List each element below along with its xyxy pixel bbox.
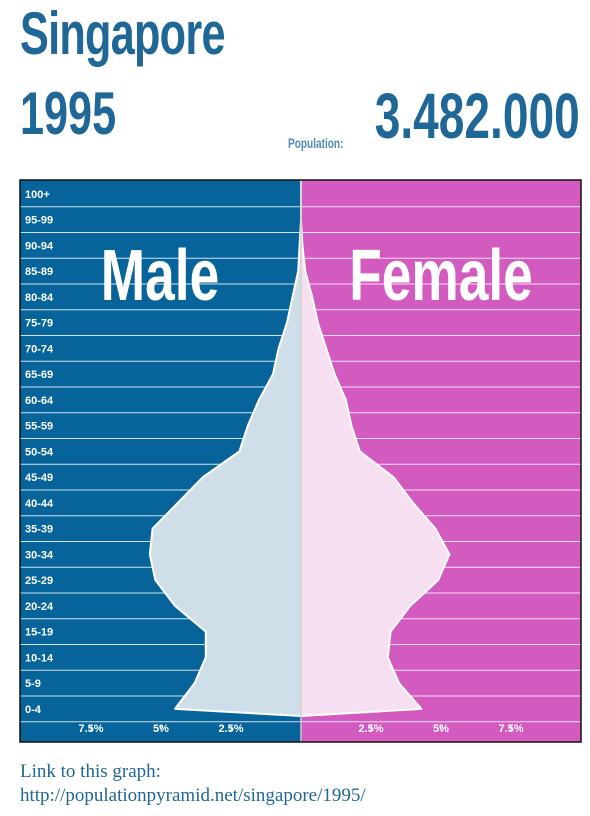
female-x-tick-label: 5% bbox=[433, 723, 449, 735]
age-group-label: 55-59 bbox=[25, 421, 53, 433]
male-series-area bbox=[148, 180, 302, 717]
age-group-label: 70-74 bbox=[25, 343, 54, 355]
age-group-label: 95-99 bbox=[25, 215, 53, 227]
age-group-label: 90-94 bbox=[25, 240, 54, 252]
female-label: Female bbox=[349, 236, 533, 316]
age-group-label: 80-84 bbox=[25, 292, 54, 304]
link-label: Link to this graph: bbox=[20, 761, 161, 782]
age-group-label: 100+ bbox=[25, 189, 50, 201]
male-x-tick-label: 5% bbox=[153, 723, 169, 735]
male-label: Male bbox=[101, 236, 219, 316]
female-x-tick-label: 2.5% bbox=[358, 723, 383, 735]
age-group-label: 40-44 bbox=[25, 498, 54, 510]
age-group-label: 25-29 bbox=[25, 575, 53, 587]
age-group-label: 60-64 bbox=[25, 395, 54, 407]
male-x-tick-label: 7.5% bbox=[78, 723, 103, 735]
link-url[interactable]: http://populationpyramid.net/singapore/1… bbox=[20, 785, 366, 806]
age-group-label: 0-4 bbox=[25, 704, 42, 716]
age-group-label: 5-9 bbox=[25, 678, 41, 690]
female-x-tick-label: 7.5% bbox=[498, 723, 523, 735]
chart-frame bbox=[19, 179, 582, 743]
population-value: 3.482.000 bbox=[375, 80, 580, 152]
age-group-label: 85-89 bbox=[25, 266, 53, 278]
graph-link[interactable]: Link to this graph: http://populationpyr… bbox=[20, 760, 366, 808]
male-x-tick-label: 2.5% bbox=[218, 723, 243, 735]
age-group-label: 35-39 bbox=[25, 524, 53, 536]
year-title: 1995 bbox=[20, 80, 117, 147]
age-group-label: 15-19 bbox=[25, 627, 53, 639]
age-group-label: 30-34 bbox=[25, 549, 54, 561]
age-group-label: 65-69 bbox=[25, 369, 53, 381]
age-group-label: 75-79 bbox=[25, 318, 53, 330]
female-series-area bbox=[300, 180, 451, 717]
age-group-label: 10-14 bbox=[25, 652, 54, 664]
age-group-label: 45-49 bbox=[25, 472, 53, 484]
age-group-label: 20-24 bbox=[25, 601, 54, 613]
population-label: Population: bbox=[288, 135, 344, 151]
country-title: Singapore bbox=[20, 0, 225, 67]
age-group-label: 50-54 bbox=[25, 446, 54, 458]
